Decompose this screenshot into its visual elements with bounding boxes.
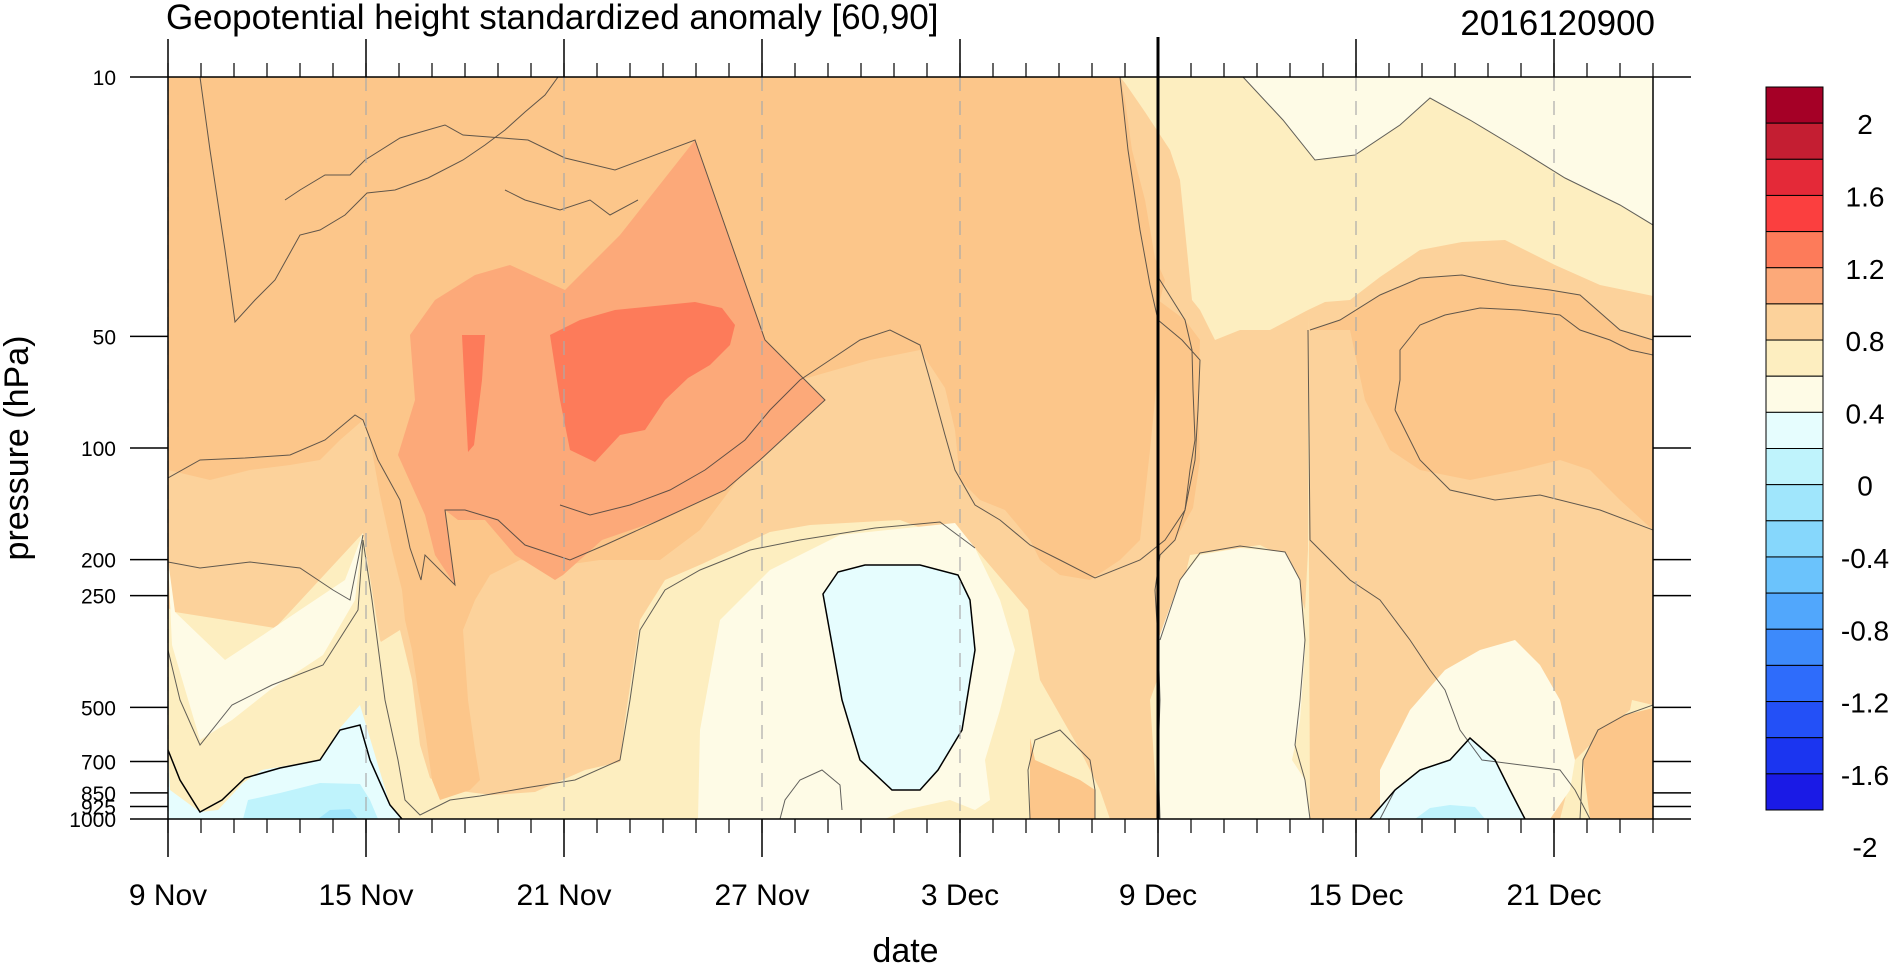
colorbar-swatch (1765, 520, 1824, 558)
colorbar-swatch (1765, 267, 1824, 305)
plot-area (168, 77, 1653, 819)
colorbar-label: -0.8 (1841, 615, 1889, 646)
contour-line-16 (1027, 729, 1096, 819)
zero-line-3 (1369, 736, 1526, 819)
colorbar-swatch (1765, 122, 1824, 160)
colorbar-swatch (1765, 773, 1824, 811)
y-tick-label: 850 (81, 783, 116, 806)
y-tick-label: 10 (93, 67, 116, 90)
contour-line-13 (1394, 409, 1653, 531)
colorbar-swatch (1765, 411, 1824, 450)
y-tick-label: 50 (93, 326, 116, 349)
y-axis-label: pressure (hPa) (0, 336, 36, 561)
chart-title: Geopotential height standardized anomaly… (166, 0, 939, 37)
x-axis-label: date (872, 932, 938, 963)
colorbar-swatch (1765, 375, 1824, 413)
x-tick-label: 27 Nov (714, 879, 809, 912)
colorbar-swatch (1765, 158, 1824, 196)
contour-line-9 (1242, 77, 1653, 226)
colorbar-label: 0.8 (1846, 326, 1885, 357)
y-tick-label: 925 (81, 796, 116, 819)
axis-layer: 9 Nov 15 Nov 21 Nov 27 Nov 3 Dec 9 Dec 15 Dec 2… (0, 37, 1691, 963)
y-tick-label: 700 (81, 752, 116, 775)
colorbar-swatch (1765, 556, 1824, 594)
contour-fill-neg-deep-3 (318, 809, 358, 819)
contour-line-1 (199, 77, 559, 324)
contour-line-11 (1307, 329, 1591, 819)
contour-fill-mid-5 (1583, 708, 1653, 819)
y-tick-label: 250 (81, 586, 116, 609)
colorbar-swatch (1765, 448, 1824, 486)
colorbar-swatch (1765, 86, 1824, 124)
x-tick-label: 21 Dec (1506, 879, 1601, 912)
zero-line-1 (168, 724, 403, 819)
y-tick-label: 1000 (69, 809, 116, 832)
contour-fill-neg-deep-2 (1415, 805, 1485, 819)
x-tick-label: 9 Dec (1119, 879, 1197, 912)
colorbar-swatch (1765, 664, 1824, 703)
colorbar-label: 1.6 (1846, 181, 1885, 212)
colorbar-label: 1.2 (1846, 254, 1885, 285)
contour-fill-neg-3 (1370, 738, 1525, 819)
colorbar-swatch (1765, 194, 1824, 233)
contour-line-6 (559, 77, 1201, 579)
contour-fill-mid-4 (1310, 275, 1653, 530)
colorbar-label: 0.4 (1846, 398, 1885, 429)
colorbar-swatch (1765, 592, 1824, 630)
colorbar-swatch (1765, 339, 1824, 377)
zero-contour-lines (168, 564, 1526, 819)
contour-fill-mid-2 (1030, 738, 1095, 819)
y-tick-label: 200 (81, 550, 116, 573)
x-tick-label: 15 Nov (318, 879, 413, 912)
contour-line-3 (168, 534, 364, 601)
x-tick-label: 21 Nov (516, 879, 611, 912)
contour-fill-mid-3 (1158, 300, 1200, 555)
colorbar-swatch (1765, 628, 1824, 666)
contour-line-17 (779, 769, 843, 819)
contour-line-10 (1309, 274, 1653, 341)
colorbar-label: 0 (1857, 471, 1873, 502)
contour-fill-peak-1 (462, 335, 485, 452)
colorbar-swatch (1765, 701, 1824, 739)
x-tick-label: 9 Nov (129, 879, 207, 912)
contour-fill-pale-1 (168, 533, 363, 740)
colorbar-label: -0.4 (1841, 543, 1889, 574)
zero-line-2 (822, 564, 976, 791)
contour-fill-neg-2 (823, 565, 975, 790)
colorbar-label: -1.6 (1841, 760, 1889, 791)
colorbar-swatch (1765, 303, 1824, 341)
contour-line-8 (1159, 545, 1311, 819)
contour-line-12 (1394, 307, 1653, 411)
x-tick-label: 15 Dec (1308, 879, 1403, 912)
colorbar: 2 1.6 1.2 0.8 0.4 0 -0.4 -0.8 -1.2 -1.6 -2 (1765, 86, 1889, 863)
x-tick-label: 3 Dec (921, 879, 999, 912)
colorbar-label: -1.2 (1841, 688, 1889, 719)
colorbar-swatch (1765, 737, 1824, 775)
y-tick-label: 500 (81, 697, 116, 720)
chart-date-stamp: 2016120900 (1460, 4, 1655, 43)
contour-line-5 (504, 189, 639, 216)
contour-line-2 (168, 124, 826, 587)
contour-line-4 (168, 521, 976, 816)
colorbar-swatch (1765, 484, 1824, 522)
contour-line-15 (1579, 704, 1653, 819)
contour-fill-peak-2 (550, 302, 735, 462)
colorbar-label: 2 (1857, 109, 1873, 140)
contour-fill-pale-5 (1243, 77, 1653, 225)
colorbar-swatch (1765, 231, 1824, 269)
contour-line-7 (1154, 276, 1196, 819)
colorbar-label: -2 (1853, 832, 1878, 863)
y-tick-label: 100 (81, 438, 116, 461)
contour-fill-pale-3 (1158, 548, 1310, 819)
